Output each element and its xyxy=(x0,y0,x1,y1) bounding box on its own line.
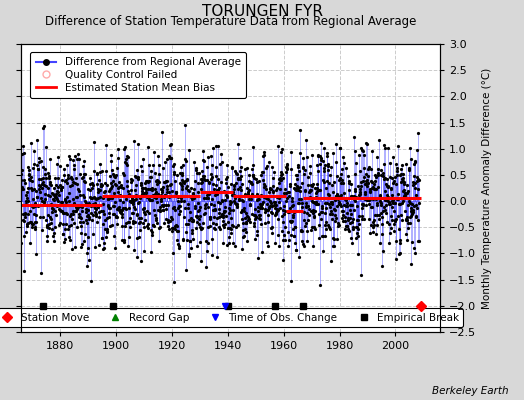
Text: TORUNGEN FYR: TORUNGEN FYR xyxy=(202,4,322,19)
Text: Berkeley Earth: Berkeley Earth xyxy=(432,386,508,396)
Y-axis label: Monthly Temperature Anomaly Difference (°C): Monthly Temperature Anomaly Difference (… xyxy=(482,67,492,309)
Legend: Station Move, Record Gap, Time of Obs. Change, Empirical Break: Station Move, Record Gap, Time of Obs. C… xyxy=(0,308,463,327)
Title: Difference of Station Temperature Data from Regional Average: Difference of Station Temperature Data f… xyxy=(45,14,416,28)
